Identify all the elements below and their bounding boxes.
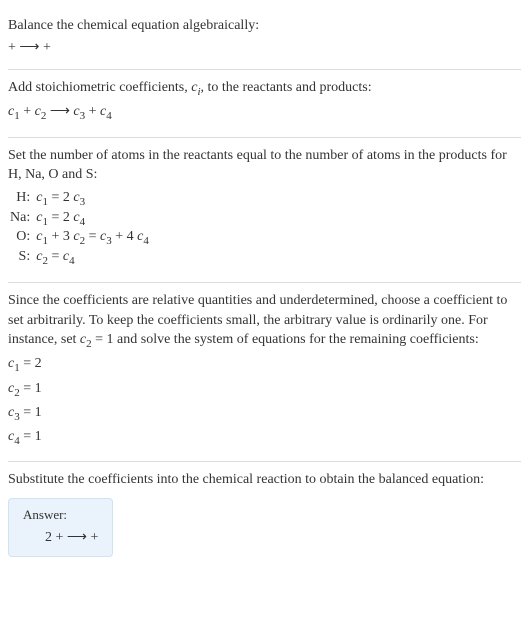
element-label: S:	[8, 248, 34, 268]
plus-sign: +	[43, 40, 51, 55]
table-row: Na: c1 = 2 c4	[8, 209, 155, 229]
sub: 4	[80, 215, 86, 227]
solution-line: c1 = 2	[8, 354, 521, 376]
coeff-2: 2	[45, 530, 56, 545]
eq: = 2	[48, 210, 73, 225]
section-atom-balance: Set the number of atoms in the reactants…	[8, 137, 521, 282]
eq: = 2	[48, 190, 73, 205]
equation-cell: c1 = 2 c4	[34, 209, 155, 229]
val: = 1	[20, 405, 42, 420]
val: = 2	[20, 356, 42, 371]
add-coeff-text: Add stoichiometric coefficients, ci, to …	[8, 78, 521, 100]
section-balance: Balance the chemical equation algebraica…	[8, 8, 521, 69]
sub: 3	[80, 196, 86, 208]
c3-sub: 3	[80, 110, 86, 122]
c4-sub: 4	[106, 110, 112, 122]
table-row: S: c2 = c4	[8, 248, 155, 268]
balanced-equation: 2 + ⟶ +	[23, 529, 98, 546]
answer-label: Answer:	[23, 507, 98, 523]
val: = 1	[20, 381, 42, 396]
c1-sub: 1	[14, 110, 20, 122]
plus: + 3	[48, 229, 73, 244]
atom-balance-intro: Set the number of atoms in the reactants…	[8, 146, 521, 185]
sub: 4	[69, 255, 75, 267]
plus: +	[89, 104, 100, 119]
plus: + 4	[112, 229, 137, 244]
section-add-coefficients: Add stoichiometric coefficients, ci, to …	[8, 69, 521, 136]
unbalanced-equation: + ⟶ +	[8, 38, 521, 58]
table-row: O: c1 + 3 c2 = c3 + 4 c4	[8, 228, 155, 248]
plus: +	[23, 104, 34, 119]
arrow: ⟶	[67, 530, 91, 545]
eq: =	[85, 229, 100, 244]
plus-sign: +	[8, 40, 19, 55]
section-solve: Since the coefficients are relative quan…	[8, 282, 521, 461]
equation-cell: c1 + 3 c2 = c3 + 4 c4	[34, 228, 155, 248]
solution-line: c2 = 1	[8, 379, 521, 401]
equation-cell: c2 = c4	[34, 248, 155, 268]
element-label: H:	[8, 189, 34, 209]
section-answer: Substitute the coefficients into the che…	[8, 461, 521, 567]
text: = 1 and solve the system of equations fo…	[92, 332, 479, 347]
equation-cell: c1 = 2 c3	[34, 189, 155, 209]
atom-balance-table: H: c1 = 2 c3 Na: c1 = 2 c4 O: c1 + 3 c2 …	[8, 189, 155, 268]
plus: +	[56, 530, 67, 545]
element-label: Na:	[8, 209, 34, 229]
c2-sub: 2	[41, 110, 47, 122]
balance-title: Balance the chemical equation algebraica…	[8, 16, 521, 36]
arrow: ⟶	[50, 104, 74, 119]
coeff-equation: c1 + c2 ⟶ c3 + c4	[8, 102, 521, 124]
answer-box: Answer: 2 + ⟶ +	[8, 498, 113, 557]
element-label: O:	[8, 228, 34, 248]
eq: =	[48, 249, 63, 264]
solution-line: c4 = 1	[8, 427, 521, 449]
substitute-intro: Substitute the coefficients into the che…	[8, 470, 521, 490]
solution-line: c3 = 1	[8, 403, 521, 425]
table-row: H: c1 = 2 c3	[8, 189, 155, 209]
text: , to the reactants and products:	[201, 80, 372, 95]
plus: +	[90, 530, 98, 545]
solve-intro: Since the coefficients are relative quan…	[8, 291, 521, 352]
arrow: ⟶	[19, 40, 43, 55]
text: Add stoichiometric coefficients,	[8, 80, 191, 95]
sub: 4	[143, 235, 149, 247]
val: = 1	[20, 429, 42, 444]
